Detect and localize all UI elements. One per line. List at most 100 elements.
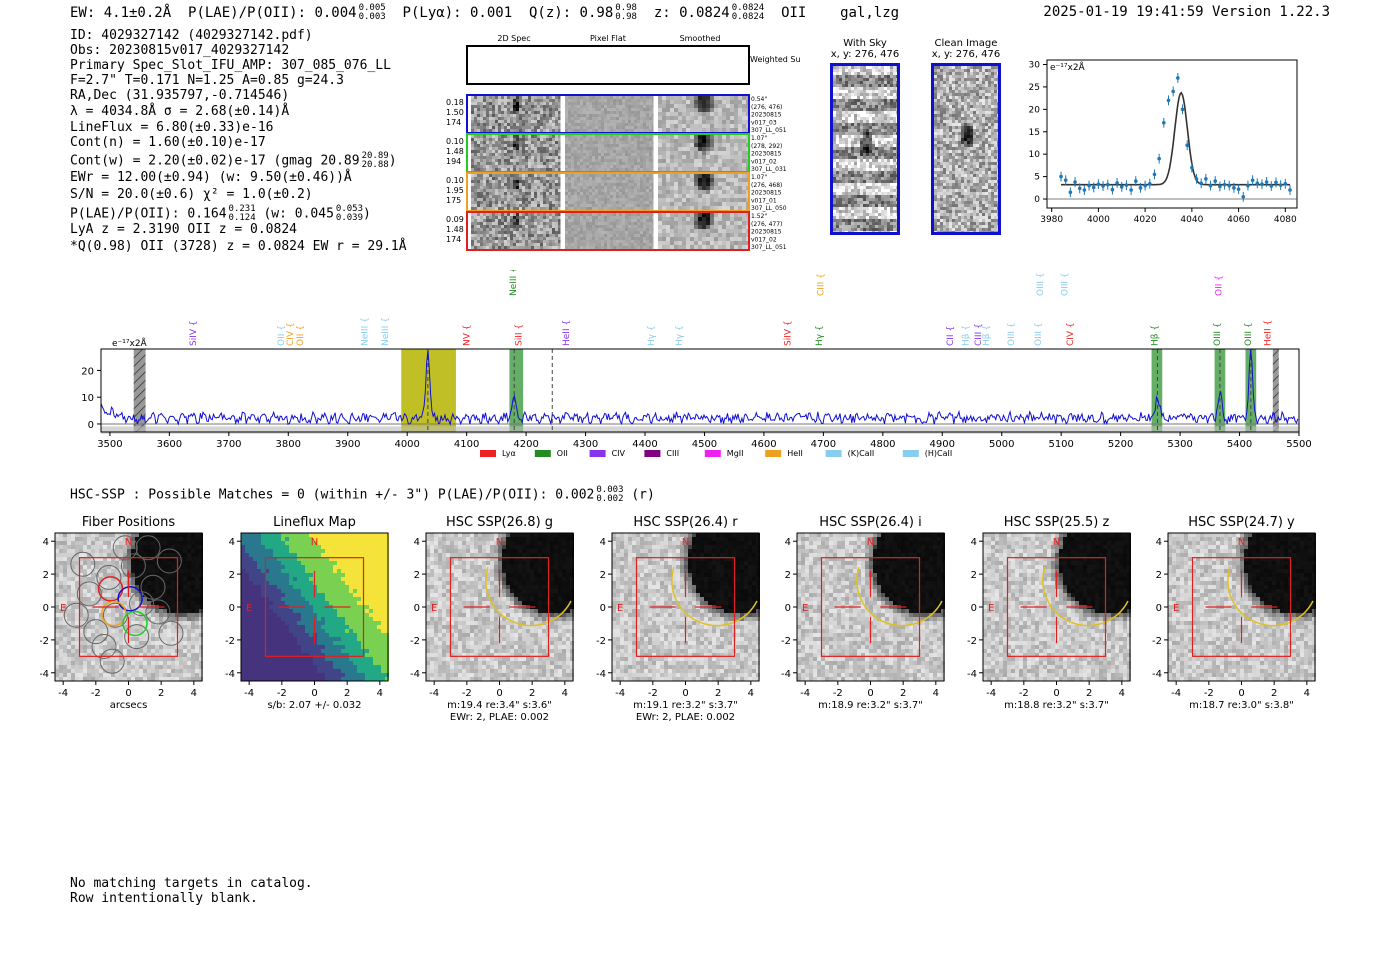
lineflux-pixel xyxy=(297,573,301,577)
spectrum-ytick-label: 0 xyxy=(88,420,94,431)
hsc-pixel xyxy=(191,565,195,569)
hsc-pixel xyxy=(91,545,95,549)
spectrum-line-label: NeIII { xyxy=(360,317,370,346)
hsc-pixel xyxy=(644,553,648,557)
hsc-pixel xyxy=(636,541,640,545)
hsc-pixel xyxy=(446,641,450,645)
hsc-summary: HSC-SSP : Possible Matches = 0 (within +… xyxy=(70,486,655,504)
hsc-pixel xyxy=(534,649,538,653)
lineflux-pixel xyxy=(269,665,273,669)
hsc-pixel xyxy=(143,597,147,601)
hsc-pixel xyxy=(71,641,75,645)
hsc-pixel xyxy=(131,649,135,653)
hsc-pixel xyxy=(530,653,534,657)
hsc-pixel xyxy=(143,573,147,577)
hsc-pixel xyxy=(442,577,446,581)
lineflux-pixel xyxy=(305,545,309,549)
hsc-pixel xyxy=(91,549,95,553)
hsc-pixel xyxy=(486,641,490,645)
hsc-pixel xyxy=(167,597,171,601)
hsc-pixel xyxy=(187,597,191,601)
hsc-pixel xyxy=(159,621,163,625)
lineflux-pixel xyxy=(365,661,369,665)
legend-label: (H)CaII xyxy=(925,449,952,458)
lineflux-pixel xyxy=(345,649,349,653)
hsc-pixel xyxy=(139,549,143,553)
lineflux-pixel xyxy=(309,613,313,617)
hsc-pixel xyxy=(744,565,748,569)
hsc-pixel xyxy=(199,553,203,557)
hsc-pixel xyxy=(195,593,199,597)
hsc-pixel xyxy=(79,617,83,621)
hsc-pixel xyxy=(147,581,151,585)
hsc-pixel xyxy=(87,641,91,645)
hsc-pixel xyxy=(127,565,131,569)
hsc-pixel xyxy=(446,609,450,613)
hsc-pixel xyxy=(55,673,59,677)
lineflux-pixel xyxy=(297,609,301,613)
hsc-pixel xyxy=(490,605,494,609)
hsc-pixel xyxy=(534,553,538,557)
hsc-pixel xyxy=(119,637,123,641)
hsc-pixel xyxy=(514,633,518,637)
hsc-pixel xyxy=(155,573,159,577)
lineflux-pixel xyxy=(245,557,249,561)
hsc-pixel xyxy=(139,637,143,641)
hsc-pixel xyxy=(103,645,107,649)
hsc-pixel xyxy=(119,625,123,629)
lineflux-pixel xyxy=(357,541,361,545)
hsc-pixel xyxy=(566,673,570,677)
hsc-pixel xyxy=(668,553,672,557)
lineflux-pixel xyxy=(281,625,285,629)
lineflux-pixel xyxy=(257,641,261,645)
lineflux-pixel xyxy=(357,573,361,577)
hsc-pixel xyxy=(191,641,195,645)
hsc-pixel xyxy=(558,573,562,577)
hsc-pixel xyxy=(474,545,478,549)
hsc-pixel xyxy=(756,561,760,565)
sky-frame xyxy=(931,63,1001,235)
hsc-pixel xyxy=(135,629,139,633)
lineflux-pixel xyxy=(317,677,321,681)
hsc-pixel xyxy=(522,649,526,653)
lineflux-pixel xyxy=(329,553,333,557)
hsc-pixel xyxy=(644,545,648,549)
hsc-pixel xyxy=(648,549,652,553)
hsc-pixel xyxy=(91,665,95,669)
hsc-pixel xyxy=(462,593,466,597)
lineflux-pixel xyxy=(333,617,337,621)
hsc-pixel xyxy=(430,645,434,649)
cutout-row-right-value: 20230815 xyxy=(751,151,782,158)
lineflux-pixel xyxy=(297,537,301,541)
lineflux-pixel xyxy=(313,561,317,565)
hsc-pixel xyxy=(430,649,434,653)
lineflux-pixel xyxy=(309,637,313,641)
hsc-pixel xyxy=(498,653,502,657)
hsc-pixel xyxy=(502,557,506,561)
hsc-pixel xyxy=(167,657,171,661)
lineflux-pixel xyxy=(329,557,333,561)
lineflux-pixel xyxy=(325,533,329,537)
hsc-pixel xyxy=(478,593,482,597)
hsc-pixel xyxy=(450,549,454,553)
hsc-pixel xyxy=(570,569,574,573)
hsc-xtick-label: -2 xyxy=(91,688,101,699)
fiber-circle xyxy=(91,633,117,659)
hsc-pixel xyxy=(179,661,183,665)
hsc-pixel xyxy=(123,649,127,653)
hsc-pixel xyxy=(131,557,135,561)
hsc-pixel xyxy=(522,637,526,641)
hsc-pixel xyxy=(183,569,187,573)
lineflux-pixel xyxy=(341,617,345,621)
hsc-pixel xyxy=(75,553,79,557)
lineflux-pixel xyxy=(285,673,289,677)
lineflux-pixel xyxy=(257,577,261,581)
hsc-pixel xyxy=(514,589,518,593)
lineflux-pixel xyxy=(321,669,325,673)
hsc-pixel xyxy=(506,633,510,637)
hsc-pixel xyxy=(67,553,71,557)
hsc-pixel xyxy=(454,553,458,557)
spectrum-line-label: CIV { xyxy=(286,322,296,346)
hsc-pixel xyxy=(720,561,724,565)
hsc-pixel xyxy=(71,637,75,641)
